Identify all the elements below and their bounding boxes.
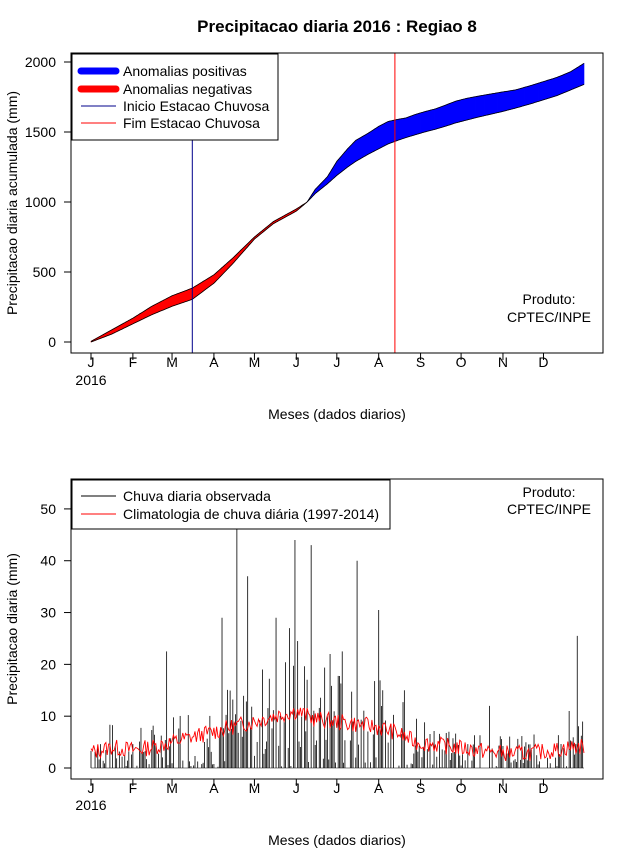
bottom-product-org: CPTEC/INPE [507,501,591,517]
x-tick-label: S [416,780,425,796]
x-tick-label: N [498,354,508,370]
anomaly-fill-layer [90,62,585,343]
x-tick-label: A [209,780,219,796]
legend-label-start: Inicio Estacao Chuvosa [123,98,270,114]
season-lines-layer [191,53,396,353]
bottom-y-axis-label: Precipitacao diaria (mm) [4,553,20,705]
bottom-year-label: 2016 [75,797,106,813]
top-y-axis: 0 500 1000 1500 2000 [25,54,71,350]
y-tick-label: 30 [40,605,56,621]
y-tick-label: 0 [48,334,56,350]
x-tick-label: M [166,354,178,370]
x-tick-label: A [209,354,219,370]
top-x-axis-label: Meses (dados diarios) [268,406,406,422]
daily-precipitation-plot: 0 10 20 30 40 50 J F M A M J J A S O N D 2016 Meses (dad… [4,478,604,848]
legend-label-positive: Anomalias positivas [123,63,247,79]
top-product-org: CPTEC/INPE [507,309,591,325]
climatology-line-layer [90,707,585,762]
x-tick-label: N [498,780,508,796]
legend-label-end: Fim Estacao Chuvosa [123,115,260,131]
bottom-x-axis-label: Meses (dados diarios) [268,832,406,848]
x-tick-label: M [166,780,178,796]
x-tick-label: M [249,354,261,370]
cumulative-precipitation-plot: 0 500 1000 1500 2000 J F M A M J J A S O N D 2016 Meses… [4,52,604,422]
y-tick-label: 40 [40,553,56,569]
x-tick-label: O [456,354,467,370]
bottom-legend-box [71,479,391,530]
x-tick-label: J [88,354,95,370]
y-tick-label: 1000 [25,194,56,210]
observed-cumulative-line [90,63,585,343]
y-tick-label: 2000 [25,54,56,70]
x-tick-label: A [374,780,384,796]
legend-label-climatology: Climatologia de chuva diária (1997-2014) [123,506,379,522]
x-tick-label: D [538,354,548,370]
observed-rain-bars-layer [90,524,584,769]
x-tick-label: S [416,354,425,370]
legend-label-observed: Chuva diaria observada [123,488,271,504]
x-tick-label: J [293,780,300,796]
x-tick-label: D [538,780,548,796]
y-tick-label: 50 [40,501,56,517]
x-tick-label: J [333,780,340,796]
climatology-daily-line [90,707,585,762]
chart-title: Precipitacao diaria 2016 : Regiao 8 [197,17,477,36]
y-tick-label: 500 [33,264,57,280]
x-tick-label: J [293,354,300,370]
x-tick-label: O [456,780,467,796]
y-tick-label: 0 [48,760,56,776]
x-tick-label: M [249,780,261,796]
x-tick-label: F [129,354,138,370]
legend-label-negative: Anomalias negativas [123,81,252,97]
bottom-product-label: Produto: [523,484,576,500]
x-tick-label: J [333,354,340,370]
x-tick-label: F [129,780,138,796]
climatology-cumulative-line [90,84,585,342]
positive-anomaly-segment [582,62,585,86]
bottom-y-axis: 0 10 20 30 40 50 [40,501,71,776]
top-year-label: 2016 [75,372,106,388]
bottom-legend: Chuva diaria observada Climatologia de c… [71,479,391,530]
top-product-label: Produto: [523,291,576,307]
y-tick-label: 10 [40,708,56,724]
x-tick-label: A [374,354,384,370]
y-tick-label: 20 [40,656,56,672]
y-tick-label: 1500 [25,124,56,140]
top-y-axis-label: Precipitacao diaria acumulada (mm) [4,91,20,315]
top-legend: Anomalias positivas Anomalias negativas … [71,53,279,141]
x-tick-label: J [88,780,95,796]
